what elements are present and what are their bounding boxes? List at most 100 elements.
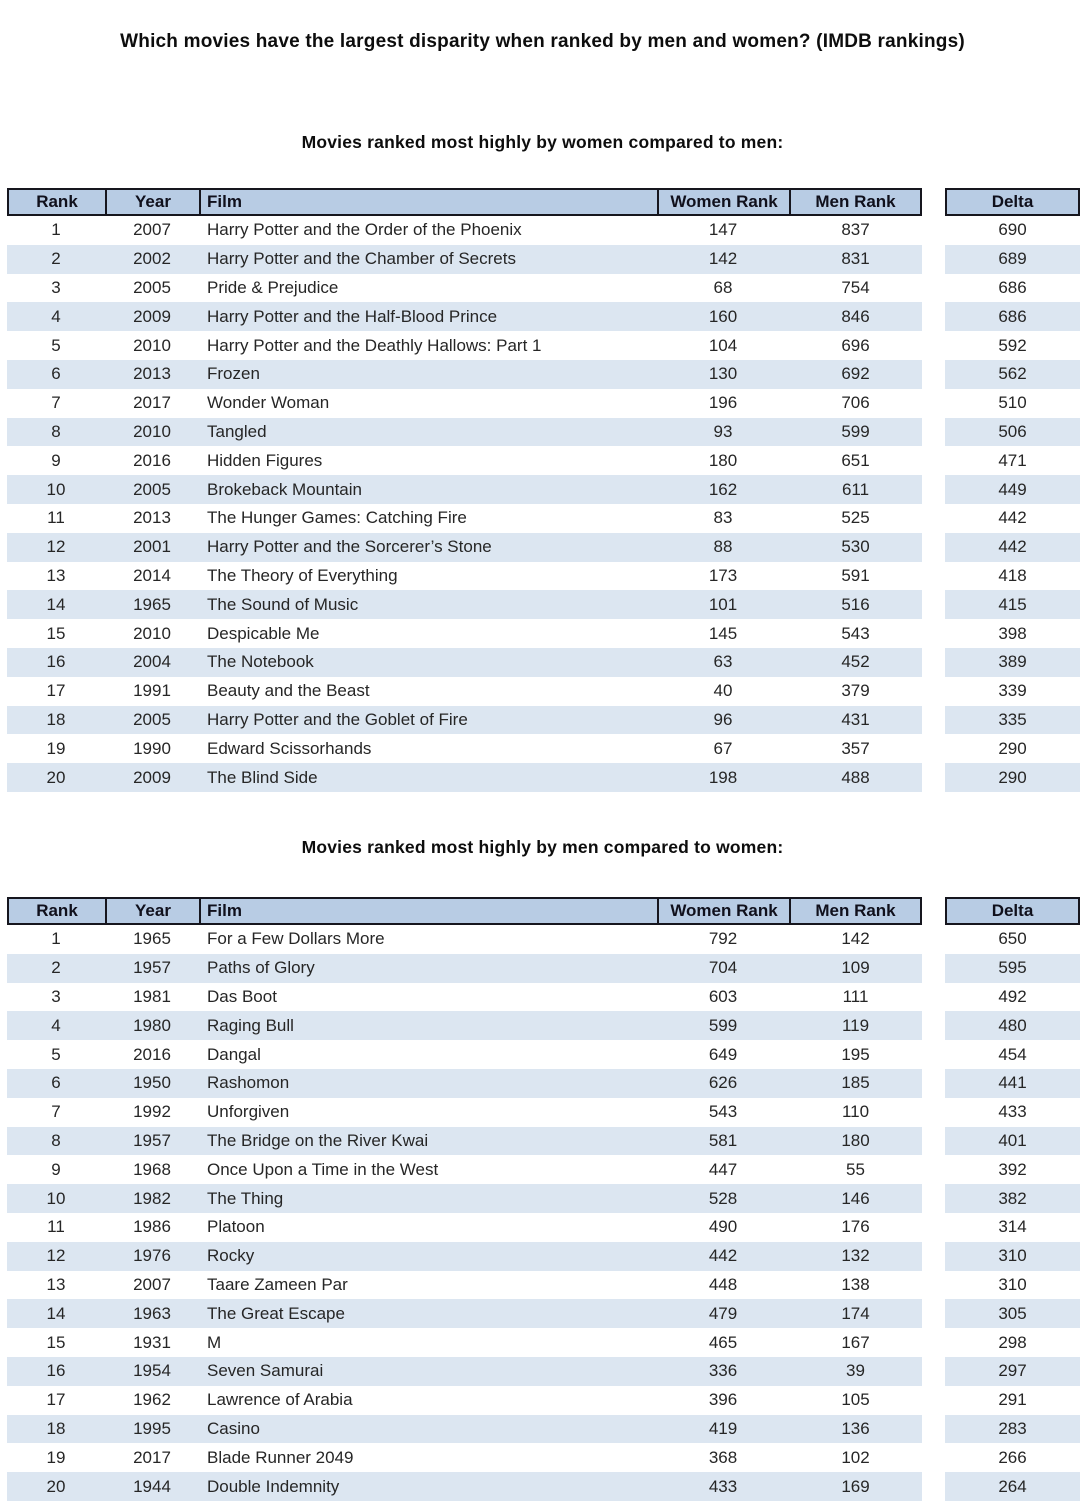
women-rank-cell: 336 [708, 1361, 738, 1381]
year-cell: 1968 [133, 1159, 171, 1179]
rank-cell: 2 [51, 249, 61, 269]
delta-table-body: 690 689 686 686 592 562 510 506 471 449 … [945, 216, 1080, 792]
table-row: 14 1963 The Great Escape 479 174 [7, 1299, 922, 1329]
table-row: 10 2005 Brokeback Mountain 162 611 [7, 475, 922, 504]
film-cell: Once Upon a Time in the West [207, 1159, 439, 1179]
women-rank-cell: 442 [708, 1246, 738, 1266]
delta-cell: 449 [998, 479, 1027, 499]
year-cell: 2010 [133, 421, 171, 441]
film-cell: Das Boot [207, 986, 277, 1006]
film-cell: Pride & Prejudice [207, 277, 339, 297]
delta-table-row: 449 [945, 475, 1080, 504]
delta-table-row: 442 [945, 503, 1080, 533]
women-rank-cell: 88 [713, 537, 733, 557]
men-rank-cell: 831 [841, 249, 870, 269]
table-row: 20 2009 The Blind Side 198 488 [7, 763, 922, 792]
delta-cell: 471 [998, 450, 1027, 470]
main-table: Rank Year Film Women Rank Men Rank 1 200… [7, 188, 922, 792]
delta-table-row: 283 [945, 1414, 1080, 1444]
rank-cell: 8 [51, 1130, 61, 1150]
delta-table-row: 441 [945, 1068, 1080, 1098]
women-rank-cell: 490 [708, 1217, 738, 1237]
men-rank-cell: 55 [846, 1159, 865, 1179]
rank-cell: 17 [46, 681, 66, 701]
rank-cell: 3 [51, 277, 61, 297]
rank-cell: 19 [46, 1447, 66, 1467]
table-row: 15 1931 M 465 167 [7, 1328, 922, 1357]
table-row: 20 1944 Double Indemnity 433 169 [7, 1472, 922, 1501]
rank-cell: 9 [51, 450, 61, 470]
film-cell: Beauty and the Beast [207, 681, 370, 701]
rank-cell: 8 [51, 421, 61, 441]
year-cell: 2010 [133, 623, 171, 643]
film-cell: The Hunger Games: Catching Fire [207, 508, 467, 528]
delta-cell: 686 [998, 277, 1027, 297]
women-rank-cell: 792 [708, 929, 738, 949]
header-cell-film: Film [199, 899, 657, 923]
delta-table-row: 297 [945, 1356, 1080, 1386]
rank-cell: 6 [51, 1073, 61, 1093]
year-cell: 1957 [133, 958, 171, 978]
delta-cell: 433 [998, 1102, 1027, 1122]
film-cell: Hidden Figures [207, 450, 323, 470]
rank-cell: 17 [46, 1390, 66, 1410]
table-row: 12 1976 Rocky 442 132 [7, 1241, 922, 1271]
year-cell: 2005 [133, 479, 171, 499]
year-cell: 1995 [133, 1418, 171, 1438]
header-cell-year: Year [105, 899, 199, 923]
year-cell: 1990 [133, 738, 171, 758]
delta-table-row: 290 [945, 734, 1080, 764]
women-rank-cell: 528 [708, 1188, 738, 1208]
film-cell: For a Few Dollars More [207, 929, 385, 949]
delta-table-row: 510 [945, 388, 1080, 418]
film-cell: Despicable Me [207, 623, 320, 643]
film-cell: The Great Escape [207, 1303, 345, 1323]
delta-table-row: 401 [945, 1126, 1080, 1156]
table-row: 6 1950 Rashomon 626 185 [7, 1068, 922, 1098]
men-rank-cell: 167 [841, 1332, 870, 1352]
men-rank-cell: 431 [841, 709, 870, 729]
women-rank-cell: 67 [713, 738, 733, 758]
men-rank-cell: 837 [841, 220, 870, 240]
delta-cell: 392 [998, 1159, 1027, 1179]
men-rank-cell: 102 [841, 1447, 870, 1467]
rank-cell: 11 [47, 1217, 65, 1237]
header-row: Rank Year Film Women Rank Men Rank [7, 188, 922, 216]
women-rank-cell: 142 [708, 249, 738, 269]
film-cell: The Thing [207, 1188, 284, 1208]
rank-cell: 18 [46, 709, 66, 729]
film-cell: Rashomon [207, 1073, 290, 1093]
header-cell-delta: Delta [991, 192, 1034, 211]
rank-cell: 20 [46, 767, 66, 787]
delta-cell: 305 [998, 1303, 1027, 1323]
year-cell: 1965 [133, 594, 171, 614]
men-rank-cell: 119 [841, 1015, 870, 1035]
year-cell: 2014 [133, 565, 171, 585]
table-row: 17 1962 Lawrence of Arabia 396 105 [7, 1385, 922, 1415]
delta-cell: 689 [998, 249, 1027, 269]
year-cell: 2005 [133, 709, 171, 729]
table-row: 3 1981 Das Boot 603 111 [7, 982, 922, 1012]
film-cell: Paths of Glory [207, 958, 315, 978]
delta-cell: 290 [998, 738, 1027, 758]
women-rank-cell: 130 [708, 364, 738, 384]
year-cell: 2016 [133, 1044, 171, 1064]
men-rank-cell: 142 [841, 929, 870, 949]
men-rank-cell: 525 [841, 508, 870, 528]
delta-table-row: 433 [945, 1097, 1080, 1127]
header-cell-women-rank: Women Rank [657, 190, 789, 214]
rank-cell: 20 [46, 1476, 66, 1496]
women-rank-cell: 145 [708, 623, 738, 643]
year-cell: 2001 [133, 537, 171, 557]
women-rank-cell: 63 [713, 652, 733, 672]
women-rank-cell: 465 [708, 1332, 738, 1352]
delta-table-row: 314 [945, 1212, 1080, 1242]
rankings-table-men: Rank Year Film Women Rank Men Rank 1 196… [7, 897, 1080, 1501]
delta-table-row: 686 [945, 273, 1080, 303]
table-row: 9 2016 Hidden Figures 180 651 [7, 446, 922, 476]
table-row: 4 1980 Raging Bull 599 119 [7, 1011, 922, 1041]
delta-table-row: 595 [945, 953, 1080, 983]
delta-table-row: 335 [945, 705, 1080, 735]
delta-table-row: 690 [945, 216, 1080, 245]
delta-table-row: 480 [945, 1011, 1080, 1041]
